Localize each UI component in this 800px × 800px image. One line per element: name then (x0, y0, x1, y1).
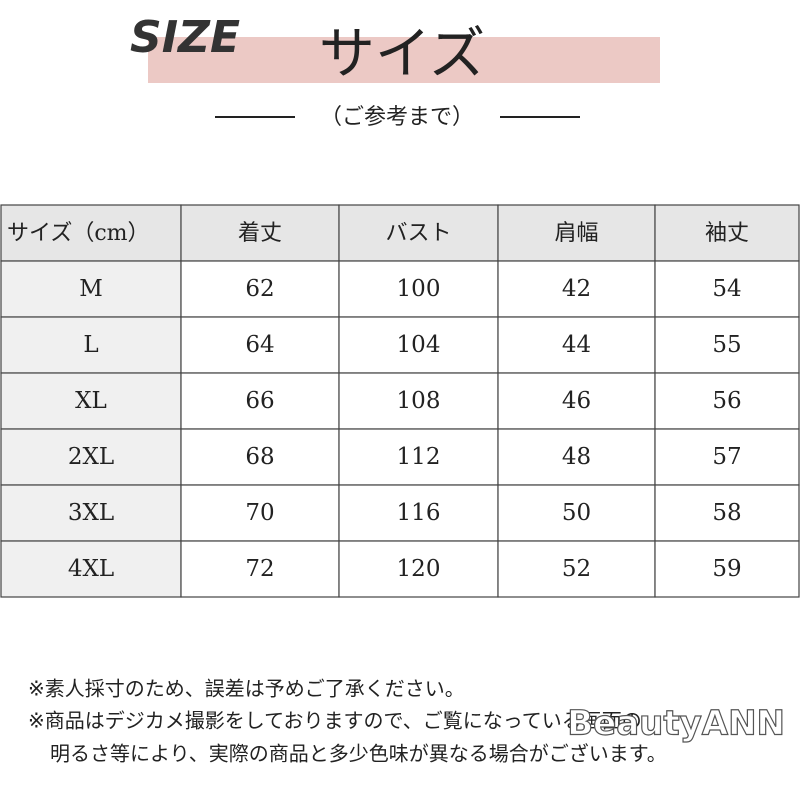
cell-value: 66 (245, 388, 274, 414)
row-header: 4XL (68, 556, 114, 582)
cell-value: 52 (562, 556, 591, 582)
table-cell (654, 204, 800, 262)
row-header: L (83, 332, 98, 358)
table-cell (0, 204, 182, 262)
table-cell (338, 204, 499, 262)
cell-value: 54 (712, 276, 741, 302)
table-cell (180, 428, 340, 486)
table-cell (338, 372, 499, 430)
cell-value: 55 (712, 332, 741, 358)
row-header: 2XL (68, 444, 114, 470)
cell-value: 120 (397, 556, 441, 582)
column-header: 肩幅 (554, 221, 598, 246)
table-cell (338, 316, 499, 374)
table-cell (654, 372, 800, 430)
note: ※素人採寸のため、誤差は予めご了承ください。 (28, 677, 465, 701)
table-cell (654, 428, 800, 486)
table-cell (497, 540, 656, 598)
cell-value: 104 (397, 332, 441, 358)
table-cell (0, 428, 182, 486)
row-header: XL (75, 388, 107, 414)
table-cell (497, 260, 656, 318)
cell-value: 68 (245, 444, 274, 470)
table-cell (497, 484, 656, 542)
table-cell (180, 260, 340, 318)
table-cell (0, 372, 182, 430)
column-header: バスト (385, 221, 451, 246)
column-header: サイズ（cm） (7, 221, 150, 246)
subtitle: （ご参考まで） (320, 105, 474, 130)
table-cell (497, 428, 656, 486)
cell-value: 70 (245, 500, 274, 526)
title: サイズ (319, 22, 485, 87)
logo: SIZE (130, 12, 240, 63)
row-header: 3XL (68, 500, 114, 526)
table-cell (497, 372, 656, 430)
table-cell (654, 260, 800, 318)
cell-value: 112 (397, 444, 441, 470)
cell-value: 62 (245, 276, 274, 302)
cell-value: 100 (397, 276, 441, 302)
watermark: BeautyANN (567, 704, 785, 744)
cell-value: 44 (562, 332, 591, 358)
table-cell (0, 484, 182, 542)
cell-value: 42 (562, 276, 591, 302)
title-band (148, 37, 660, 83)
table-cell (180, 484, 340, 542)
cell-value: 48 (562, 444, 591, 470)
table-cell (497, 204, 656, 262)
note: 明るさ等により、実際の商品と多少色味が異なる場合がございます。 (50, 742, 667, 766)
table-cell (654, 540, 800, 598)
table-cell (654, 316, 800, 374)
cell-value: 108 (397, 388, 441, 414)
cell-value: 58 (712, 500, 741, 526)
cell-value: 56 (712, 388, 741, 414)
column-header: 着丈 (238, 221, 282, 246)
cell-value: 64 (245, 332, 274, 358)
table-cell (0, 260, 182, 318)
cell-value: 50 (562, 500, 591, 526)
table-cell (180, 372, 340, 430)
table-cell (654, 484, 800, 542)
cell-value: 116 (397, 500, 441, 526)
column-header: 袖丈 (705, 221, 749, 246)
cell-value: 59 (712, 556, 741, 582)
table-cell (180, 540, 340, 598)
cell-value: 72 (245, 556, 274, 582)
cell-value: 57 (712, 444, 741, 470)
cell-value: 46 (562, 388, 591, 414)
size-table: サイズ（cm） 着丈 バスト 肩幅 袖丈 M 62 100 42 54 L 64 104 44 55 XL 66… (0, 204, 800, 598)
row-header: M (79, 276, 103, 302)
table-cell (338, 484, 499, 542)
table-cell (0, 316, 182, 374)
note: ※商品はデジカメ撮影をしておりますので、ご覧になっている画面の (28, 709, 642, 733)
